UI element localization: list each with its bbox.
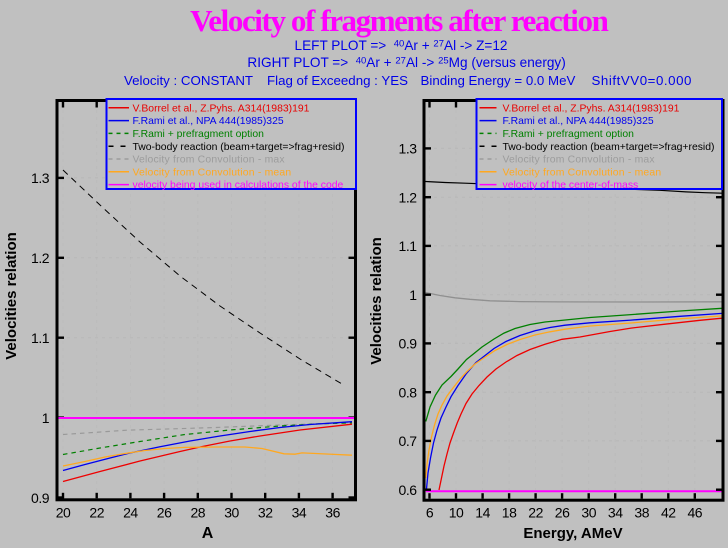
svg-text:1.1: 1.1: [399, 238, 418, 254]
svg-text:0.8: 0.8: [399, 385, 418, 401]
svg-text:36: 36: [325, 504, 340, 520]
svg-text:0.9: 0.9: [399, 336, 418, 352]
svg-text:34: 34: [608, 504, 623, 520]
svg-text:Two-body reaction (beam+target: Two-body reaction (beam+target=>frag+res…: [503, 142, 715, 153]
svg-text:0.7: 0.7: [399, 433, 418, 449]
svg-text:22: 22: [89, 504, 104, 520]
svg-text:1.3: 1.3: [31, 170, 50, 186]
svg-text:Velocity from Convolution - m: Velocity from Convolution - max: [133, 155, 286, 166]
svg-text:26: 26: [555, 504, 570, 520]
svg-text:18: 18: [502, 504, 517, 520]
svg-text:velocity of the center-of-mass: velocity of the center-of-mass: [503, 180, 639, 191]
svg-text:V.Borrel et al., Z.Pyhs. A314(: V.Borrel et al., Z.Pyhs. A314(1983)191: [503, 103, 680, 114]
svg-text:30: 30: [581, 504, 596, 520]
svg-text:1.3: 1.3: [399, 141, 418, 157]
svg-text:velocity being used in calcula: velocity being used in calculations of t…: [133, 180, 344, 191]
svg-text:Two-body reaction (beam+target: Two-body reaction (beam+target=>frag+res…: [133, 142, 345, 153]
svg-text:Velocities relation: Velocities relation: [368, 237, 385, 365]
svg-text:46: 46: [688, 504, 703, 520]
svg-text:0.6: 0.6: [399, 482, 418, 498]
svg-text:F.Rami + prefragment option: F.Rami + prefragment option: [503, 129, 635, 140]
svg-text:1.1: 1.1: [31, 330, 50, 346]
svg-text:Velocity from Convolution - m: Velocity from Convolution - mean: [503, 167, 662, 178]
svg-text:0.9: 0.9: [31, 490, 50, 506]
svg-text:1: 1: [409, 287, 417, 303]
svg-text:20: 20: [56, 504, 71, 520]
svg-text:1: 1: [42, 410, 50, 426]
svg-text:Velocity from Convolution - m: Velocity from Convolution - mean: [133, 167, 292, 178]
svg-text:Energy, AMeV: Energy, AMeV: [523, 525, 622, 542]
svg-text:F.Rami et al., NPA 444(1985)32: F.Rami et al., NPA 444(1985)325: [133, 116, 284, 127]
svg-text:34: 34: [292, 504, 307, 520]
svg-text:26: 26: [157, 504, 172, 520]
svg-text:22: 22: [528, 504, 543, 520]
svg-text:1.2: 1.2: [31, 250, 50, 266]
svg-text:14: 14: [475, 504, 490, 520]
svg-text:A: A: [202, 525, 214, 542]
svg-text:V.Borrel et al., Z.Pyhs. A314(: V.Borrel et al., Z.Pyhs. A314(1983)191: [133, 103, 310, 114]
svg-text:F.Rami + prefragment option: F.Rami + prefragment option: [133, 129, 265, 140]
svg-text:42: 42: [661, 504, 676, 520]
svg-text:24: 24: [123, 504, 138, 520]
svg-text:Velocities relation: Velocities relation: [3, 232, 20, 360]
svg-text:10: 10: [449, 504, 464, 520]
svg-text:1.2: 1.2: [399, 190, 418, 206]
svg-text:F.Rami et al., NPA 444(1985)32: F.Rami et al., NPA 444(1985)325: [503, 116, 654, 127]
svg-text:30: 30: [224, 504, 239, 520]
svg-text:32: 32: [258, 504, 273, 520]
svg-text:Velocity from Convolution - m: Velocity from Convolution - max: [503, 155, 656, 166]
svg-text:38: 38: [634, 504, 649, 520]
svg-text:6: 6: [426, 504, 434, 520]
svg-text:28: 28: [191, 504, 206, 520]
